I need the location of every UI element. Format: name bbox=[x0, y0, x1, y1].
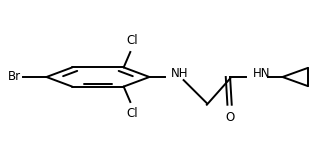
Text: HN: HN bbox=[253, 67, 271, 80]
Text: NH: NH bbox=[171, 67, 189, 80]
Text: Br: Br bbox=[8, 71, 21, 83]
Text: Cl: Cl bbox=[126, 107, 138, 120]
Text: Cl: Cl bbox=[126, 34, 138, 47]
Text: O: O bbox=[225, 111, 234, 124]
